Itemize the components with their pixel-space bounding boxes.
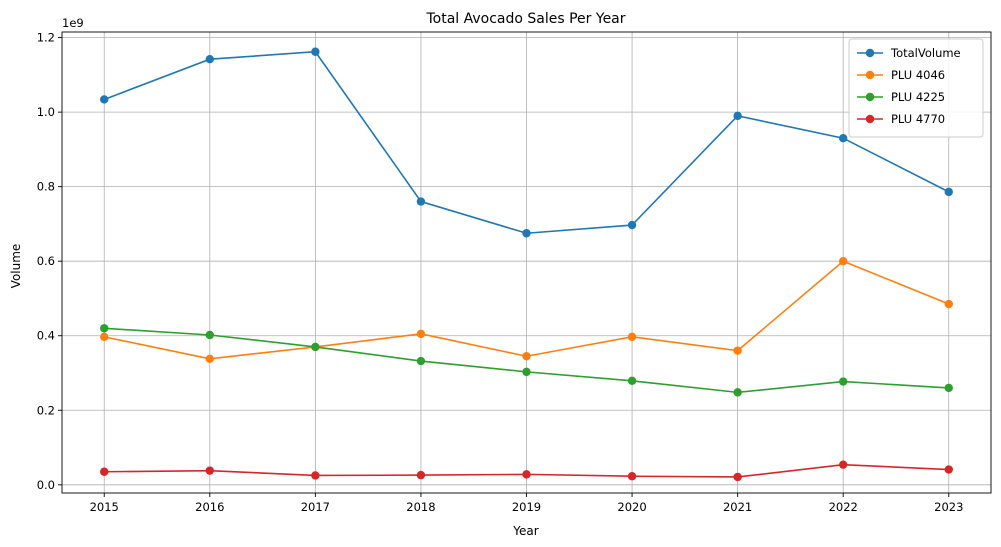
x-tick-label: 2021 [723, 500, 752, 514]
y-tick-label: 1.2 [37, 31, 55, 45]
series-plu-4225 [100, 324, 953, 397]
data-point [100, 467, 109, 476]
y-tick-label: 0.8 [37, 180, 55, 194]
x-axis-ticks: 2015 2016 2017 2018 2019 2020 2021 2022 2023 [90, 493, 963, 514]
data-point [416, 470, 426, 480]
series-plu-4770 [100, 460, 953, 482]
y-tick-label: 1.0 [37, 105, 55, 119]
x-tick-label: 2018 [406, 500, 435, 514]
legend-label: PLU 4046 [891, 68, 945, 82]
y-axis-label: Volume [9, 244, 23, 289]
data-point [100, 324, 109, 333]
data-point [944, 187, 953, 197]
legend-marker [865, 114, 875, 124]
data-point [944, 299, 953, 309]
data-point [839, 460, 848, 469]
data-point [839, 134, 848, 143]
data-point [416, 356, 426, 366]
data-point [522, 470, 531, 479]
data-point [733, 388, 742, 397]
legend-box [848, 38, 984, 138]
data-point [627, 220, 637, 230]
x-tick-label: 2017 [301, 500, 330, 514]
legend-item: PLU 4225 [857, 90, 945, 104]
y-tick-label: 0.4 [37, 329, 55, 343]
legend-marker [865, 92, 875, 102]
data-point [522, 352, 531, 361]
data-point [416, 197, 426, 206]
data-point [627, 376, 637, 386]
y-tick-label: 0.2 [37, 403, 55, 417]
data-point [522, 367, 531, 377]
x-tick-label: 2016 [195, 500, 224, 514]
legend-label: TotalVolume [890, 46, 961, 60]
data-point [839, 377, 848, 386]
data-point [944, 383, 953, 393]
data-point [311, 342, 320, 352]
x-axis-label: Year [512, 524, 538, 538]
data-point [839, 256, 848, 266]
x-tick-label: 2022 [829, 500, 858, 514]
series-layer [100, 47, 953, 482]
y-tick-label: 0.0 [37, 478, 55, 492]
data-point [100, 332, 109, 342]
data-point [100, 95, 109, 104]
legend-item: PLU 4046 [857, 68, 945, 82]
data-point [205, 466, 214, 475]
legend-label: PLU 4770 [891, 112, 945, 126]
data-point [205, 330, 214, 340]
data-point [733, 111, 742, 121]
legend-item: PLU 4770 [857, 112, 945, 126]
data-point [944, 465, 953, 474]
legend-item: TotalVolume [857, 46, 961, 60]
x-tick-label: 2019 [512, 500, 541, 514]
legend: TotalVolume PLU 4046 PLU 4225 PLU 4770 [848, 38, 984, 138]
y-tick-label: 0.6 [37, 254, 55, 268]
y-axis-ticks: 0.0 0.2 0.4 0.6 0.8 1.0 1.2 [37, 31, 62, 492]
data-point [311, 47, 320, 56]
chart-title: Total Avocado Sales Per Year [425, 11, 625, 27]
x-tick-label: 2015 [90, 500, 119, 514]
data-point [733, 346, 742, 355]
data-point [733, 472, 742, 482]
data-point [205, 55, 214, 64]
x-tick-label: 2020 [617, 500, 646, 514]
x-tick-label: 2023 [934, 500, 963, 514]
legend-marker [865, 48, 875, 58]
data-point [627, 472, 637, 481]
data-point [205, 354, 214, 364]
data-point [311, 471, 320, 480]
data-point [416, 329, 426, 339]
data-point [522, 229, 531, 238]
y-axis-offset-label: 1e9 [62, 16, 84, 30]
series-totalvolume [100, 47, 953, 238]
legend-marker [865, 70, 875, 80]
legend-label: PLU 4225 [891, 90, 945, 104]
data-point [627, 332, 637, 342]
